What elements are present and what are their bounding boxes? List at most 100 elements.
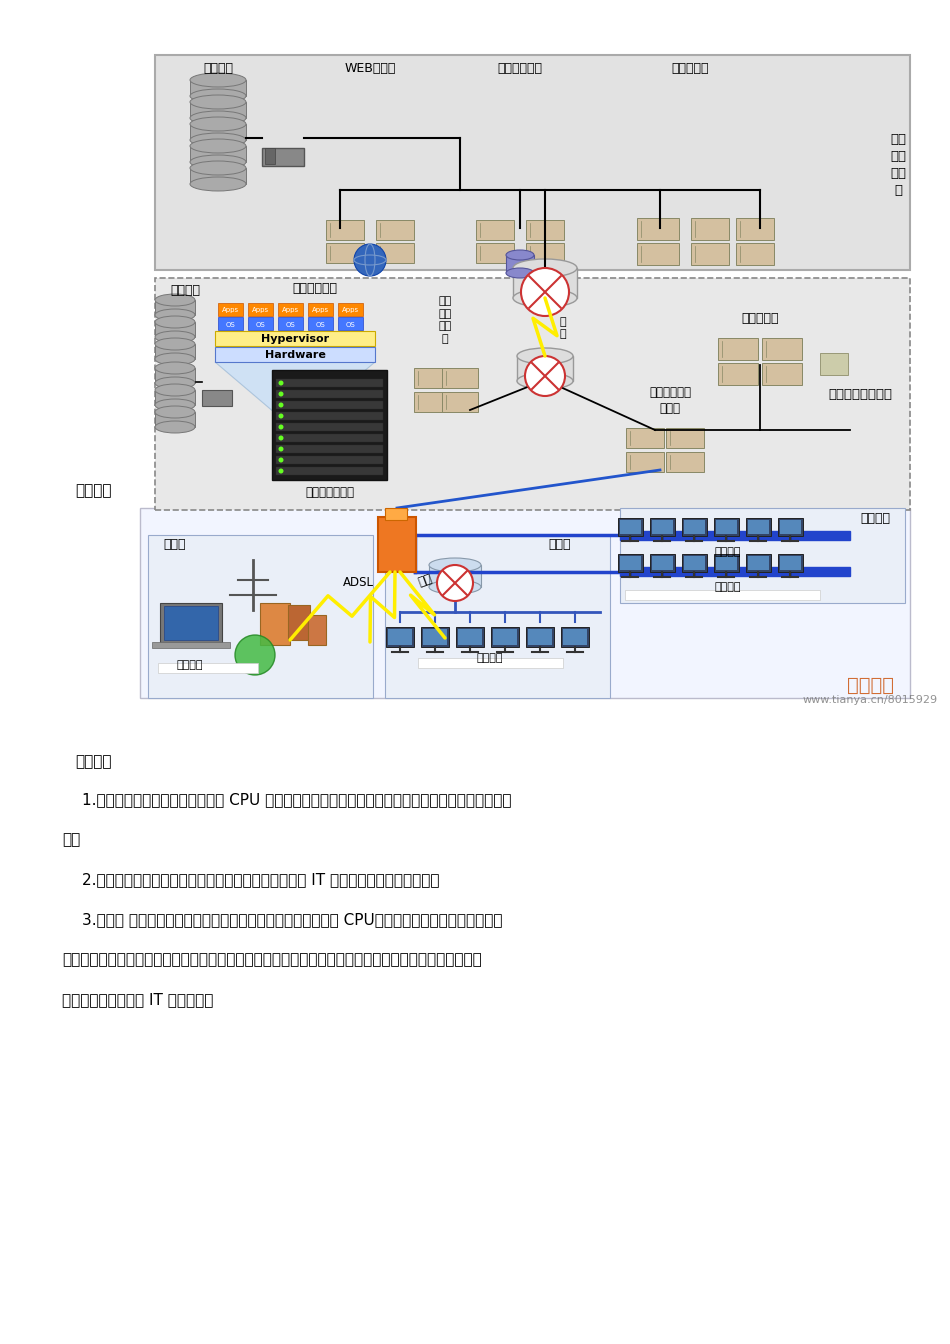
Ellipse shape: [429, 581, 481, 594]
FancyBboxPatch shape: [748, 556, 769, 570]
FancyBboxPatch shape: [155, 55, 910, 270]
FancyBboxPatch shape: [526, 220, 564, 241]
Text: 1.瘦客户机整机采用高性能低功耗 CPU 嵌入式无风扇设计，直接提高了设备运行的稳定性和业务持续: 1.瘦客户机整机采用高性能低功耗 CPU 嵌入式无风扇设计，直接提高了设备运行的…: [82, 793, 511, 808]
FancyBboxPatch shape: [666, 452, 704, 472]
FancyBboxPatch shape: [746, 554, 770, 573]
FancyBboxPatch shape: [683, 520, 705, 534]
FancyBboxPatch shape: [666, 427, 704, 448]
Circle shape: [278, 402, 283, 407]
FancyBboxPatch shape: [158, 663, 258, 673]
FancyBboxPatch shape: [681, 517, 707, 536]
FancyBboxPatch shape: [190, 81, 246, 95]
FancyBboxPatch shape: [476, 220, 514, 241]
FancyBboxPatch shape: [160, 603, 222, 642]
Ellipse shape: [506, 250, 534, 259]
Text: 2.方案中对端末接入设备实现远程集中管理，有效减少 IT 运维成本，提高工作效率。: 2.方案中对端末接入设备实现远程集中管理，有效减少 IT 运维成本，提高工作效率…: [82, 872, 440, 887]
FancyBboxPatch shape: [376, 220, 414, 241]
FancyBboxPatch shape: [456, 628, 484, 646]
Ellipse shape: [513, 289, 577, 306]
FancyBboxPatch shape: [308, 317, 333, 331]
Ellipse shape: [190, 89, 246, 103]
FancyBboxPatch shape: [308, 302, 333, 316]
FancyBboxPatch shape: [260, 603, 290, 645]
Text: Hardware: Hardware: [264, 349, 326, 360]
FancyBboxPatch shape: [385, 508, 407, 520]
Text: 业务服务器: 业务服务器: [672, 62, 709, 74]
FancyBboxPatch shape: [418, 659, 563, 668]
FancyBboxPatch shape: [276, 445, 383, 453]
Text: 营业厅: 营业厅: [549, 539, 571, 551]
FancyBboxPatch shape: [780, 556, 801, 570]
Text: OS: OS: [345, 323, 355, 328]
FancyBboxPatch shape: [386, 628, 414, 646]
FancyBboxPatch shape: [442, 368, 478, 388]
Text: ADSL: ADSL: [343, 575, 373, 589]
FancyBboxPatch shape: [288, 605, 310, 640]
FancyBboxPatch shape: [155, 390, 195, 405]
Text: 桌面设备: 桌面设备: [714, 547, 741, 556]
FancyBboxPatch shape: [155, 368, 195, 383]
Circle shape: [278, 414, 283, 418]
Text: WEB服务器: WEB服务器: [344, 62, 396, 74]
FancyBboxPatch shape: [619, 556, 640, 570]
FancyBboxPatch shape: [276, 390, 383, 398]
FancyBboxPatch shape: [265, 148, 275, 164]
Ellipse shape: [190, 161, 246, 175]
FancyBboxPatch shape: [155, 300, 195, 314]
FancyBboxPatch shape: [777, 554, 803, 573]
FancyBboxPatch shape: [308, 616, 326, 645]
FancyBboxPatch shape: [681, 554, 707, 573]
Circle shape: [521, 267, 569, 316]
FancyBboxPatch shape: [388, 629, 412, 645]
FancyBboxPatch shape: [140, 508, 910, 698]
FancyBboxPatch shape: [148, 535, 373, 698]
Ellipse shape: [517, 374, 573, 388]
FancyBboxPatch shape: [652, 520, 673, 534]
FancyBboxPatch shape: [780, 520, 801, 534]
FancyBboxPatch shape: [338, 302, 363, 316]
Ellipse shape: [190, 177, 246, 191]
FancyBboxPatch shape: [748, 520, 769, 534]
Text: www.tianya.cn/8015929: www.tianya.cn/8015929: [803, 695, 938, 706]
Ellipse shape: [190, 138, 246, 153]
FancyBboxPatch shape: [715, 556, 736, 570]
FancyBboxPatch shape: [152, 642, 230, 648]
Text: 宽
带: 宽 带: [560, 317, 566, 339]
FancyBboxPatch shape: [626, 452, 664, 472]
Text: 本部营业: 本部营业: [860, 512, 890, 524]
FancyBboxPatch shape: [262, 148, 304, 167]
Ellipse shape: [155, 421, 195, 433]
FancyBboxPatch shape: [561, 628, 589, 646]
Ellipse shape: [190, 73, 246, 87]
FancyBboxPatch shape: [378, 517, 416, 573]
FancyBboxPatch shape: [276, 466, 383, 474]
FancyBboxPatch shape: [625, 590, 820, 599]
FancyBboxPatch shape: [715, 520, 736, 534]
Ellipse shape: [506, 267, 534, 278]
Ellipse shape: [429, 558, 481, 573]
FancyBboxPatch shape: [458, 629, 482, 645]
FancyBboxPatch shape: [155, 278, 910, 509]
FancyBboxPatch shape: [762, 337, 802, 360]
Ellipse shape: [190, 155, 246, 169]
FancyBboxPatch shape: [164, 606, 218, 640]
FancyBboxPatch shape: [637, 218, 679, 241]
FancyBboxPatch shape: [713, 517, 738, 536]
Ellipse shape: [155, 316, 195, 328]
Ellipse shape: [155, 337, 195, 349]
FancyBboxPatch shape: [414, 392, 450, 413]
FancyBboxPatch shape: [650, 517, 674, 536]
FancyBboxPatch shape: [736, 243, 774, 265]
Text: 目录服务器: 目录服务器: [741, 312, 779, 324]
FancyBboxPatch shape: [190, 168, 246, 184]
Ellipse shape: [190, 133, 246, 146]
FancyBboxPatch shape: [376, 243, 414, 263]
Text: 企业存储: 企业存储: [170, 284, 200, 297]
FancyBboxPatch shape: [272, 370, 387, 480]
FancyBboxPatch shape: [421, 628, 449, 646]
FancyBboxPatch shape: [248, 317, 273, 331]
Text: 层物理硬件资源。这种架构将顾客彼此隔离开来，使每位顾客都拥有自己的操作系统，同步可以实现精确: 层物理硬件资源。这种架构将顾客彼此隔离开来，使每位顾客都拥有自己的操作系统，同步…: [62, 953, 482, 968]
Circle shape: [437, 564, 473, 601]
FancyBboxPatch shape: [620, 531, 850, 540]
Ellipse shape: [190, 95, 246, 109]
